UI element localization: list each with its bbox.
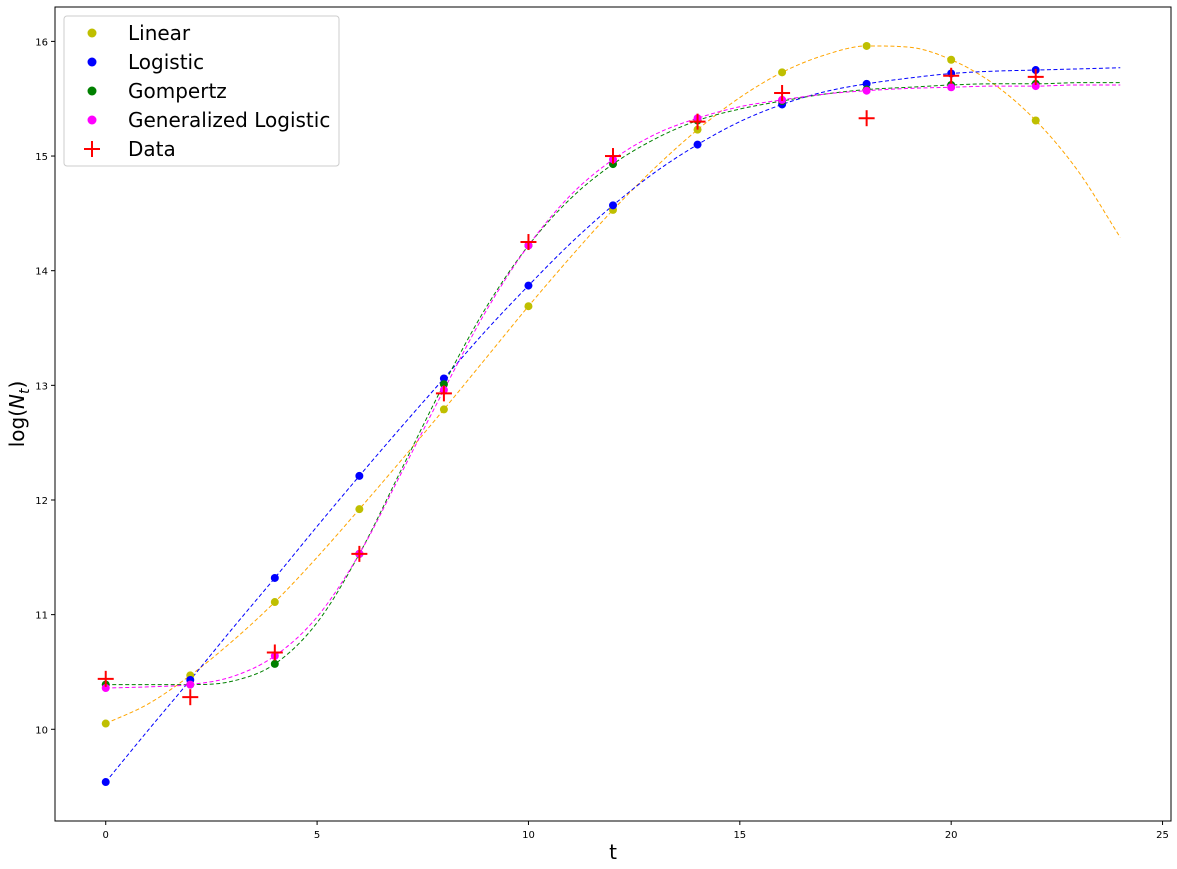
linear-point	[693, 125, 702, 134]
linear-point	[101, 719, 110, 728]
legend-marker	[87, 28, 97, 38]
data-point	[97, 670, 114, 687]
logistic-point	[693, 140, 702, 149]
logistic-point	[524, 281, 533, 290]
linear-point	[355, 505, 364, 514]
logistic-point	[439, 374, 448, 383]
y-tick-label: 15	[35, 152, 48, 163]
plot-frame	[54, 6, 1172, 822]
x-tick-label: 10	[522, 830, 535, 841]
data-point	[351, 545, 368, 562]
y-axis-label-sub: t	[17, 388, 33, 394]
legend: Linear Logistic Gompertz Generalized Logist…	[63, 15, 340, 167]
legend-marker	[87, 115, 97, 125]
legend-entry-data: Data	[84, 137, 176, 161]
y-tick-label: 12	[35, 496, 48, 507]
y-axis-ticks: 10 11 12 13 14 15 16	[35, 37, 55, 736]
data-point	[266, 644, 283, 661]
data-point	[858, 110, 875, 127]
logistic-point	[862, 79, 871, 88]
generalized-logistic-point	[1031, 82, 1040, 91]
linear-point	[1031, 116, 1040, 125]
logistic-point	[355, 471, 364, 480]
y-axis-label: log(Nt)	[5, 381, 33, 448]
data-point	[520, 234, 537, 251]
logistic-point	[101, 778, 110, 787]
y-tick-label: 16	[35, 37, 48, 48]
logistic-point	[609, 201, 617, 210]
x-tick-label: 20	[945, 830, 958, 841]
legend-label: Logistic	[128, 50, 204, 74]
x-axis-label: t	[609, 840, 617, 864]
generalized-logistic-point	[947, 83, 956, 92]
legend-items: Linear Logistic Gompertz Generalized Logist…	[84, 21, 330, 161]
gompertz-point	[270, 659, 279, 668]
legend-label: Gompertz	[128, 79, 227, 103]
linear-point	[778, 68, 787, 77]
y-tick-label: 14	[35, 267, 48, 278]
x-tick-label: 15	[733, 830, 746, 841]
legend-marker	[84, 141, 100, 157]
x-axis-ticks: 0 5 10 15 20 25	[103, 821, 1169, 841]
x-tick-label: 5	[314, 830, 320, 841]
y-axis-label-base: log(	[5, 409, 29, 447]
y-tick-label: 10	[35, 725, 48, 736]
legend-entry-generalized-logistic: Generalized Logistic	[87, 108, 330, 132]
generalized-logistic-point	[186, 680, 195, 689]
gompertz-point	[439, 380, 448, 389]
data-points	[97, 41, 1044, 787]
data-point	[943, 67, 960, 84]
linear-point	[270, 598, 279, 607]
data-point	[689, 113, 706, 130]
linear-point	[862, 41, 871, 50]
data-point	[435, 385, 452, 402]
legend-label: Data	[128, 137, 176, 161]
legend-label: Generalized Logistic	[128, 108, 330, 132]
y-tick-label: 11	[35, 611, 48, 622]
data-point	[774, 84, 791, 101]
legend-entry-logistic: Logistic	[87, 50, 204, 74]
generalized-logistic-point	[101, 684, 110, 693]
y-axis-label-var: N	[5, 394, 29, 409]
data-point	[605, 148, 621, 165]
data-point	[182, 689, 199, 706]
logistic-point	[270, 573, 279, 582]
generalized-logistic-point	[862, 86, 871, 95]
y-axis-label-end: )	[5, 381, 29, 389]
legend-frame	[63, 15, 340, 167]
linear-point	[439, 405, 448, 414]
logistic-fit-curve	[105, 67, 1121, 783]
linear-point	[524, 302, 533, 311]
legend-entry-linear: Linear	[87, 21, 191, 45]
legend-marker	[87, 57, 97, 67]
legend-marker	[87, 86, 97, 96]
y-tick-label: 13	[35, 381, 48, 392]
x-tick-label: 0	[103, 830, 109, 841]
data-point	[1027, 68, 1044, 85]
x-tick-label: 25	[1156, 830, 1169, 841]
legend-label: Linear	[128, 21, 191, 45]
linear-point	[947, 55, 956, 64]
legend-entry-gompertz: Gompertz	[87, 79, 227, 103]
